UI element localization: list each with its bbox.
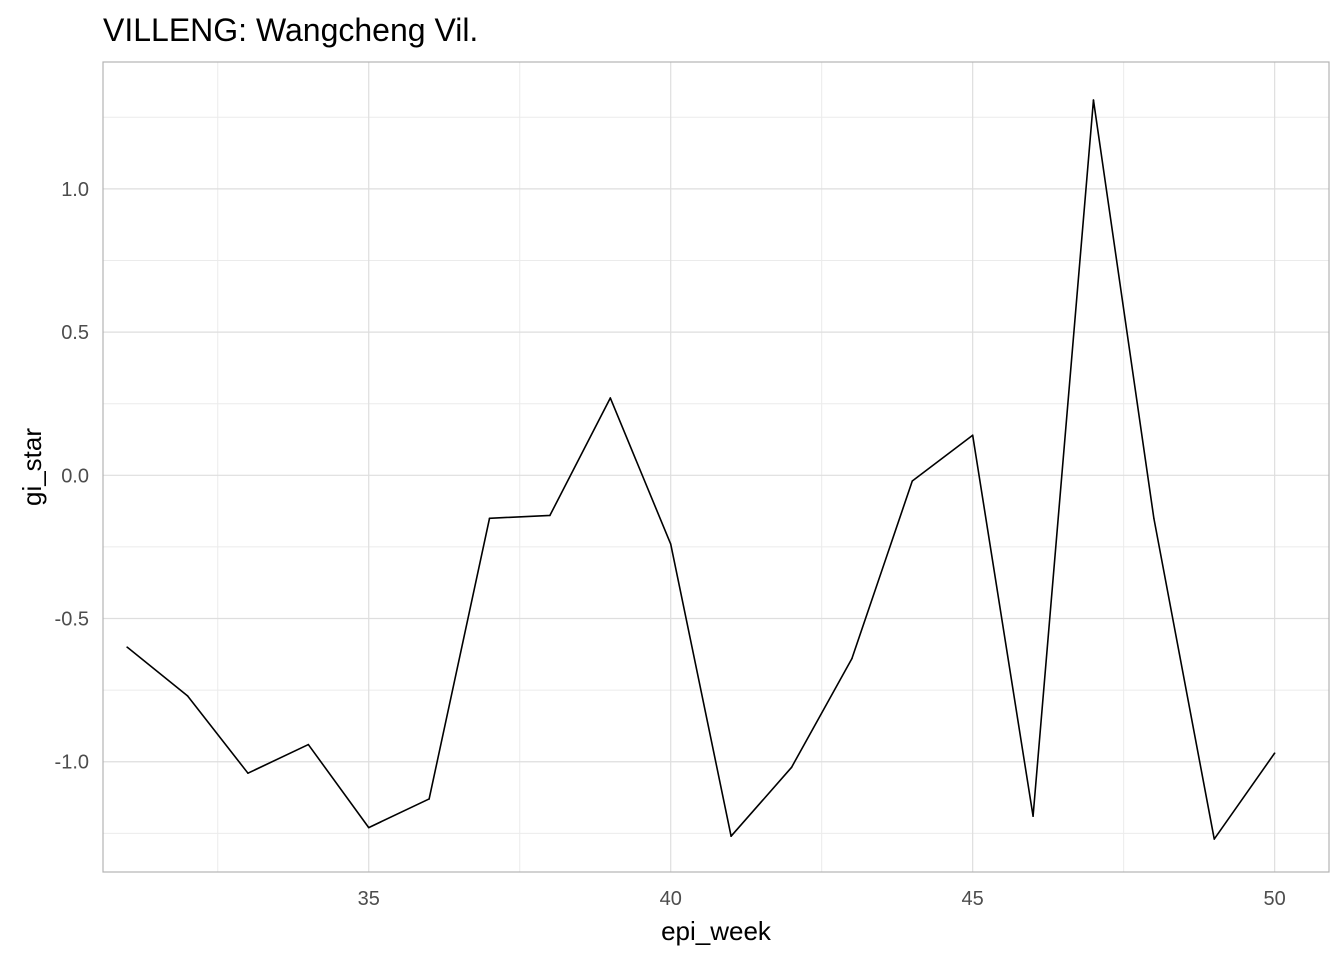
data-point	[971, 434, 974, 437]
data-point	[307, 743, 310, 746]
data-point	[1213, 838, 1216, 840]
y-tick-label: 0.5	[61, 322, 89, 344]
data-point	[609, 397, 612, 399]
x-axis-ticks: 35 40 45 50	[358, 888, 1286, 910]
data-point	[549, 514, 551, 517]
x-tick-label: 45	[962, 888, 984, 910]
y-tick-label: -1.0	[55, 752, 89, 774]
data-point	[669, 543, 672, 545]
data-point	[1153, 517, 1155, 520]
y-axis-title: gi_star	[17, 428, 47, 506]
x-tick-label: 50	[1264, 888, 1286, 910]
data-point	[730, 835, 732, 837]
data-point	[126, 646, 128, 648]
data-point	[367, 826, 370, 829]
y-axis-ticks: -1.0 -0.5 0.0 0.5 1.0	[55, 179, 89, 774]
y-tick-label: 1.0	[61, 179, 89, 201]
plot-background	[103, 62, 1329, 872]
data-point	[790, 766, 793, 769]
x-tick-label: 35	[358, 888, 380, 910]
data-point	[1273, 752, 1276, 754]
x-axis-title: epi_week	[661, 916, 772, 946]
chart-title: VILLENG: Wangcheng Vil.	[103, 12, 478, 48]
data-point	[186, 695, 189, 697]
y-tick-label: -0.5	[55, 609, 89, 631]
data-point	[428, 798, 430, 800]
panel-border	[102, 61, 1330, 873]
data-point	[1032, 815, 1034, 817]
data-point	[1092, 99, 1095, 101]
data-point	[851, 657, 853, 660]
x-tick-label: 40	[660, 888, 682, 910]
series-layer	[126, 99, 1276, 840]
y-tick-label: 0.0	[61, 465, 89, 487]
series-line	[126, 99, 1276, 840]
data-point	[247, 772, 249, 774]
data-point	[488, 517, 491, 520]
major-grid	[103, 62, 1329, 872]
minor-grid	[103, 62, 1329, 872]
data-point	[911, 480, 914, 482]
